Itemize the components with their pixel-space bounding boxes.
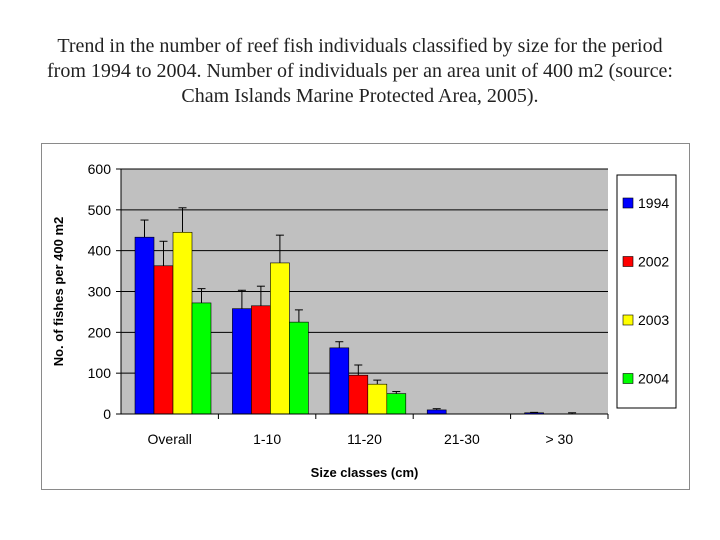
x-axis-title: Size classes (cm) xyxy=(311,465,419,480)
legend-label: 1994 xyxy=(638,195,669,211)
x-tick-label: 1-10 xyxy=(253,431,281,447)
bar-2003 xyxy=(172,231,193,415)
bar-chart: 0 100 200 300 400 500 600 Overall 1-10 11-20 21-30… xyxy=(51,161,677,480)
bar-1994 xyxy=(329,347,350,415)
x-tick-label: 11-20 xyxy=(347,431,382,447)
y-tick-label: 0 xyxy=(103,406,111,422)
y-tick-label: 600 xyxy=(88,161,112,177)
x-tick-label: > 30 xyxy=(545,431,573,447)
y-tick-label: 500 xyxy=(88,202,112,218)
y-tick-label: 300 xyxy=(88,284,112,300)
legend-swatch-2004 xyxy=(622,373,634,384)
bar-2004 xyxy=(386,393,407,415)
bar-2002 xyxy=(153,265,174,415)
bar-2004 xyxy=(289,321,309,415)
bar-1994 xyxy=(232,308,252,415)
y-axis-title: No. of fishes per 400 m2 xyxy=(51,217,66,367)
bar-2004 xyxy=(191,302,212,415)
legend-swatch-1994 xyxy=(622,197,634,209)
legend-label: 2004 xyxy=(638,371,669,387)
x-tick-label: 21-30 xyxy=(444,431,480,447)
slide-title: Trend in the number of reef fish individ… xyxy=(47,35,673,107)
bar-1994 xyxy=(426,409,447,415)
y-tick-label: 400 xyxy=(88,243,112,259)
legend-swatch-2003 xyxy=(622,314,634,326)
bar-1994 xyxy=(134,236,155,415)
legend-swatch-2002 xyxy=(622,256,634,267)
legend-label: 2002 xyxy=(638,254,669,270)
y-tick-label: 200 xyxy=(88,324,112,340)
bar-2003 xyxy=(270,262,290,415)
legend-label: 2003 xyxy=(638,312,669,328)
bar-2002 xyxy=(251,305,271,415)
y-tick-label: 100 xyxy=(88,365,112,381)
chart-frame: 0 100 200 300 400 500 600 Overall 1-10 11-20 21-30… xyxy=(41,143,690,490)
x-tick-label: Overall xyxy=(148,431,192,447)
bar-2003 xyxy=(367,383,388,415)
bar-2002 xyxy=(348,374,369,415)
legend-box xyxy=(616,174,677,409)
